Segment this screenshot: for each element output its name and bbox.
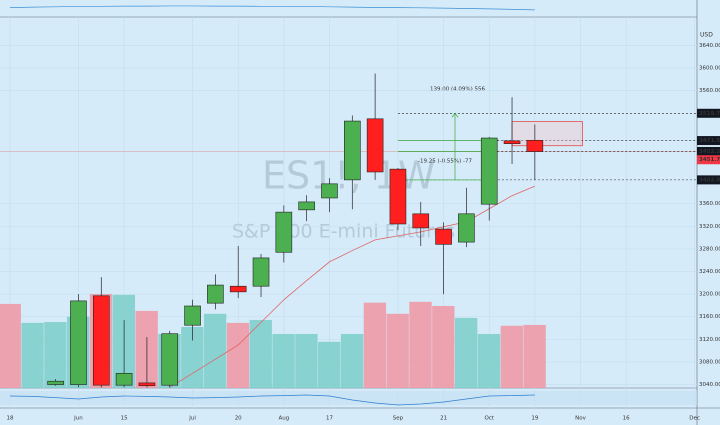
volume-bar [500, 325, 523, 388]
candle-body [161, 333, 179, 386]
x-tick-label: Dec [689, 416, 700, 422]
x-tick-label: 21 [440, 416, 447, 422]
x-tick-label: Oct [484, 416, 494, 422]
candle-body [115, 372, 133, 386]
price-badge-label: 3452.25 [699, 149, 720, 155]
y-tick-label: 3240.00 [699, 269, 720, 275]
volume-bar [477, 333, 501, 388]
candle-body [389, 168, 407, 225]
x-tick-label: 15 [121, 416, 128, 422]
y-tick-label: 3360.00 [699, 201, 720, 207]
x-tick-label: Sep [393, 416, 404, 422]
candle-body [343, 120, 361, 181]
volume-bar [318, 341, 341, 388]
y-tick-label: 3200.00 [699, 292, 720, 298]
y-tick-label: 3120.00 [699, 337, 720, 343]
volume-bar [44, 322, 67, 388]
candle-body [412, 213, 430, 229]
price-badge [697, 175, 720, 185]
volume-bar [523, 324, 546, 388]
candle-body [207, 284, 224, 304]
x-tick-label: Aug [278, 416, 289, 422]
x-tick-label: 19 [531, 416, 538, 422]
range-box [511, 121, 583, 147]
volume-bar [340, 333, 364, 388]
top-indicator-line [9, 5, 535, 11]
candle-body [321, 183, 338, 199]
measure-label: -19.25 (-0.55%) -77 [418, 159, 472, 165]
x-tick-label: 20 [235, 416, 242, 422]
candle-body [47, 380, 64, 385]
price-badge-label: 3402.00 [699, 177, 720, 183]
price-badge [697, 108, 720, 118]
volume-bar [386, 313, 409, 388]
candle-body [184, 305, 201, 326]
y-tick-label: 3160.00 [699, 314, 720, 320]
candle-body [526, 139, 544, 152]
candle-body [503, 140, 521, 144]
oscillator-line [9, 394, 535, 406]
volume-bar [363, 302, 387, 388]
price-badge-label: 3471.50 [699, 138, 720, 144]
candle-body [275, 211, 293, 253]
candle-body [70, 300, 87, 385]
price-badge-label: 3519.75 [699, 111, 720, 117]
y-tick-label: 3640.00 [699, 43, 720, 49]
candle-body [366, 118, 384, 173]
volume-bar [0, 303, 21, 388]
volume-bar [409, 301, 432, 388]
candle-body [252, 257, 270, 287]
volume-bar [454, 317, 478, 388]
y-tick-label: 3600.00 [699, 65, 720, 71]
y-tick-label: 3280.00 [699, 246, 720, 252]
measure-arrow [451, 112, 459, 118]
x-tick-label: 17 [326, 416, 333, 422]
volume-bar [226, 322, 250, 388]
oscillator-band [0, 391, 697, 405]
x-tick-label: 16 [623, 416, 630, 422]
y-tick-label: 3080.00 [699, 359, 720, 365]
volume-bar [432, 305, 455, 388]
price-badge [697, 155, 720, 165]
candle-body [298, 201, 315, 211]
price-badge-label: 3451.75 [699, 157, 720, 163]
x-tick-label: Jun [73, 416, 83, 422]
volume-bar [21, 322, 44, 388]
x-tick-label: 18 [7, 416, 14, 422]
volume-bar [272, 333, 295, 388]
currency-label: USD [700, 32, 713, 39]
candle-body [92, 295, 110, 386]
volume-bar [249, 319, 272, 388]
price-badge [697, 136, 720, 146]
x-tick-label: Jul [188, 416, 196, 422]
measure-label: 139.00 (4.09%) 556 [430, 87, 486, 93]
volume-bar [203, 313, 227, 388]
candle-body [138, 382, 156, 387]
y-tick-label: 3560.00 [699, 88, 720, 94]
candle-body [458, 213, 475, 243]
candle-body [229, 285, 247, 293]
candle-body [435, 228, 452, 245]
volume-bar [295, 333, 318, 388]
price-badge [697, 146, 720, 156]
y-tick-label: 3320.00 [699, 224, 720, 230]
x-tick-label: Nov [575, 416, 586, 422]
candle-body [480, 137, 498, 205]
volume-bar [181, 326, 204, 388]
y-tick-label: 3040.00 [699, 382, 720, 388]
